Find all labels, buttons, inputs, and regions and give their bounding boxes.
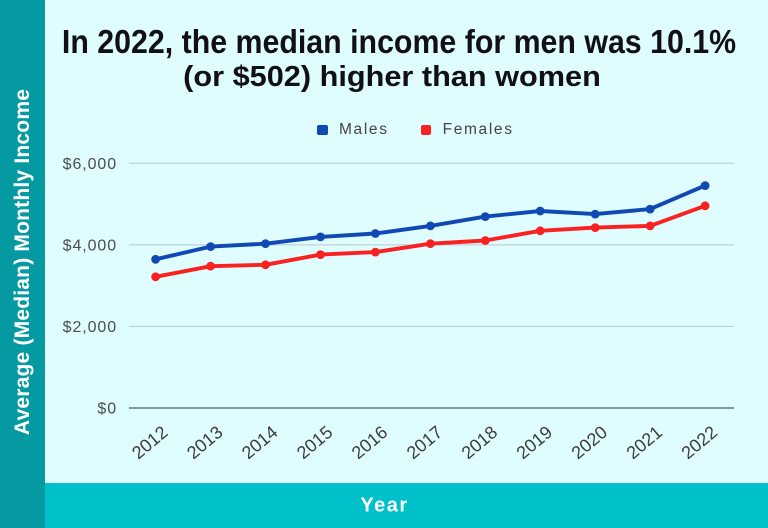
svg-text:$4,000: $4,000	[63, 238, 117, 255]
svg-text:2014: 2014	[238, 422, 282, 463]
svg-text:2020: 2020	[568, 422, 612, 463]
svg-text:$6,000: $6,000	[63, 156, 117, 173]
svg-text:2022: 2022	[678, 422, 722, 463]
svg-text:2018: 2018	[458, 422, 502, 463]
svg-text:2015: 2015	[293, 422, 337, 463]
svg-text:2017: 2017	[403, 422, 447, 463]
svg-text:2013: 2013	[183, 422, 227, 463]
svg-text:$2,000: $2,000	[63, 319, 117, 336]
svg-text:2021: 2021	[623, 422, 667, 463]
svg-text:$0: $0	[97, 401, 117, 418]
svg-text:2016: 2016	[348, 422, 392, 463]
svg-text:2012: 2012	[128, 422, 172, 463]
svg-text:2019: 2019	[513, 422, 557, 463]
